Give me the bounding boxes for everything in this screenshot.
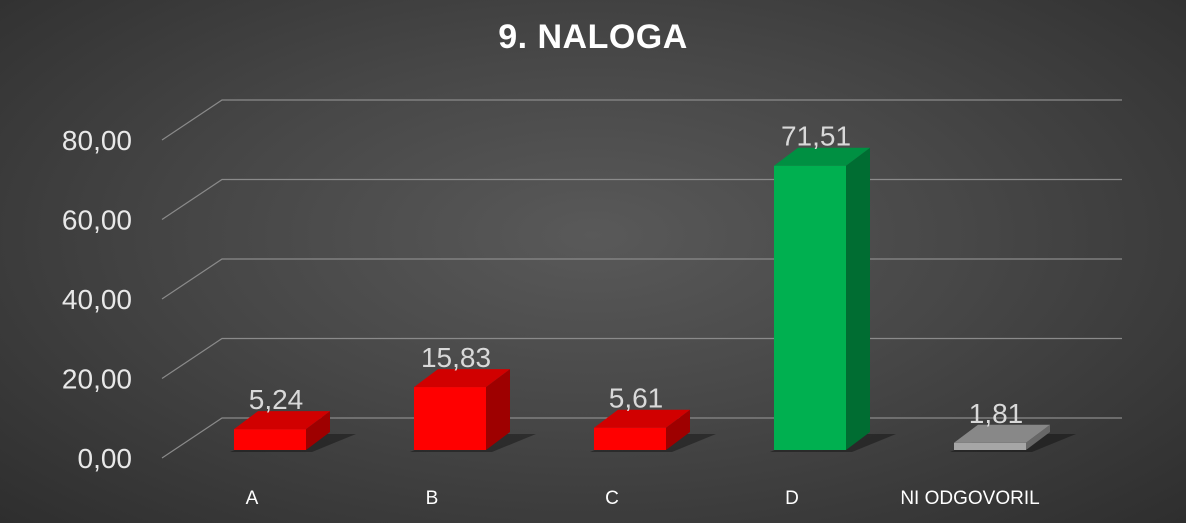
y-tick-label: 80,00 bbox=[62, 125, 132, 156]
data-label: 15,83 bbox=[421, 342, 491, 373]
bar-side bbox=[306, 411, 330, 450]
x-tick-label: NI ODGOVORIL bbox=[900, 488, 1039, 509]
bar bbox=[774, 165, 846, 451]
data-label: 1,81 bbox=[969, 398, 1024, 429]
bar-side bbox=[1026, 424, 1050, 450]
bar bbox=[234, 429, 306, 450]
bar bbox=[954, 442, 1026, 450]
gridline bbox=[161, 337, 1122, 379]
bar-top bbox=[414, 369, 510, 388]
gridline bbox=[161, 258, 1122, 300]
y-tick-label: 20,00 bbox=[62, 364, 132, 395]
bar-top bbox=[774, 147, 870, 166]
data-label: 5,61 bbox=[609, 383, 664, 414]
bar-side bbox=[846, 147, 870, 451]
chart-title: 9. NALOGA bbox=[498, 18, 688, 56]
data-label: 71,51 bbox=[781, 121, 851, 152]
x-tick-label: A bbox=[246, 488, 259, 509]
bar bbox=[594, 427, 666, 450]
x-tick-label: C bbox=[605, 488, 619, 509]
y-tick-label: 60,00 bbox=[62, 205, 132, 236]
x-tick-label: B bbox=[426, 488, 439, 509]
bar-side bbox=[666, 409, 690, 450]
data-label: 5,24 bbox=[249, 384, 304, 415]
gridline bbox=[161, 99, 1122, 141]
bar-top bbox=[234, 411, 330, 430]
bar-top bbox=[594, 409, 690, 428]
y-tick-label: 40,00 bbox=[62, 284, 132, 315]
bar-top bbox=[954, 424, 1050, 443]
bar-side bbox=[486, 369, 510, 450]
y-tick-label: 0,00 bbox=[78, 443, 133, 474]
bar bbox=[414, 387, 486, 450]
x-tick-label: D bbox=[785, 488, 799, 509]
gridline bbox=[161, 178, 1122, 220]
